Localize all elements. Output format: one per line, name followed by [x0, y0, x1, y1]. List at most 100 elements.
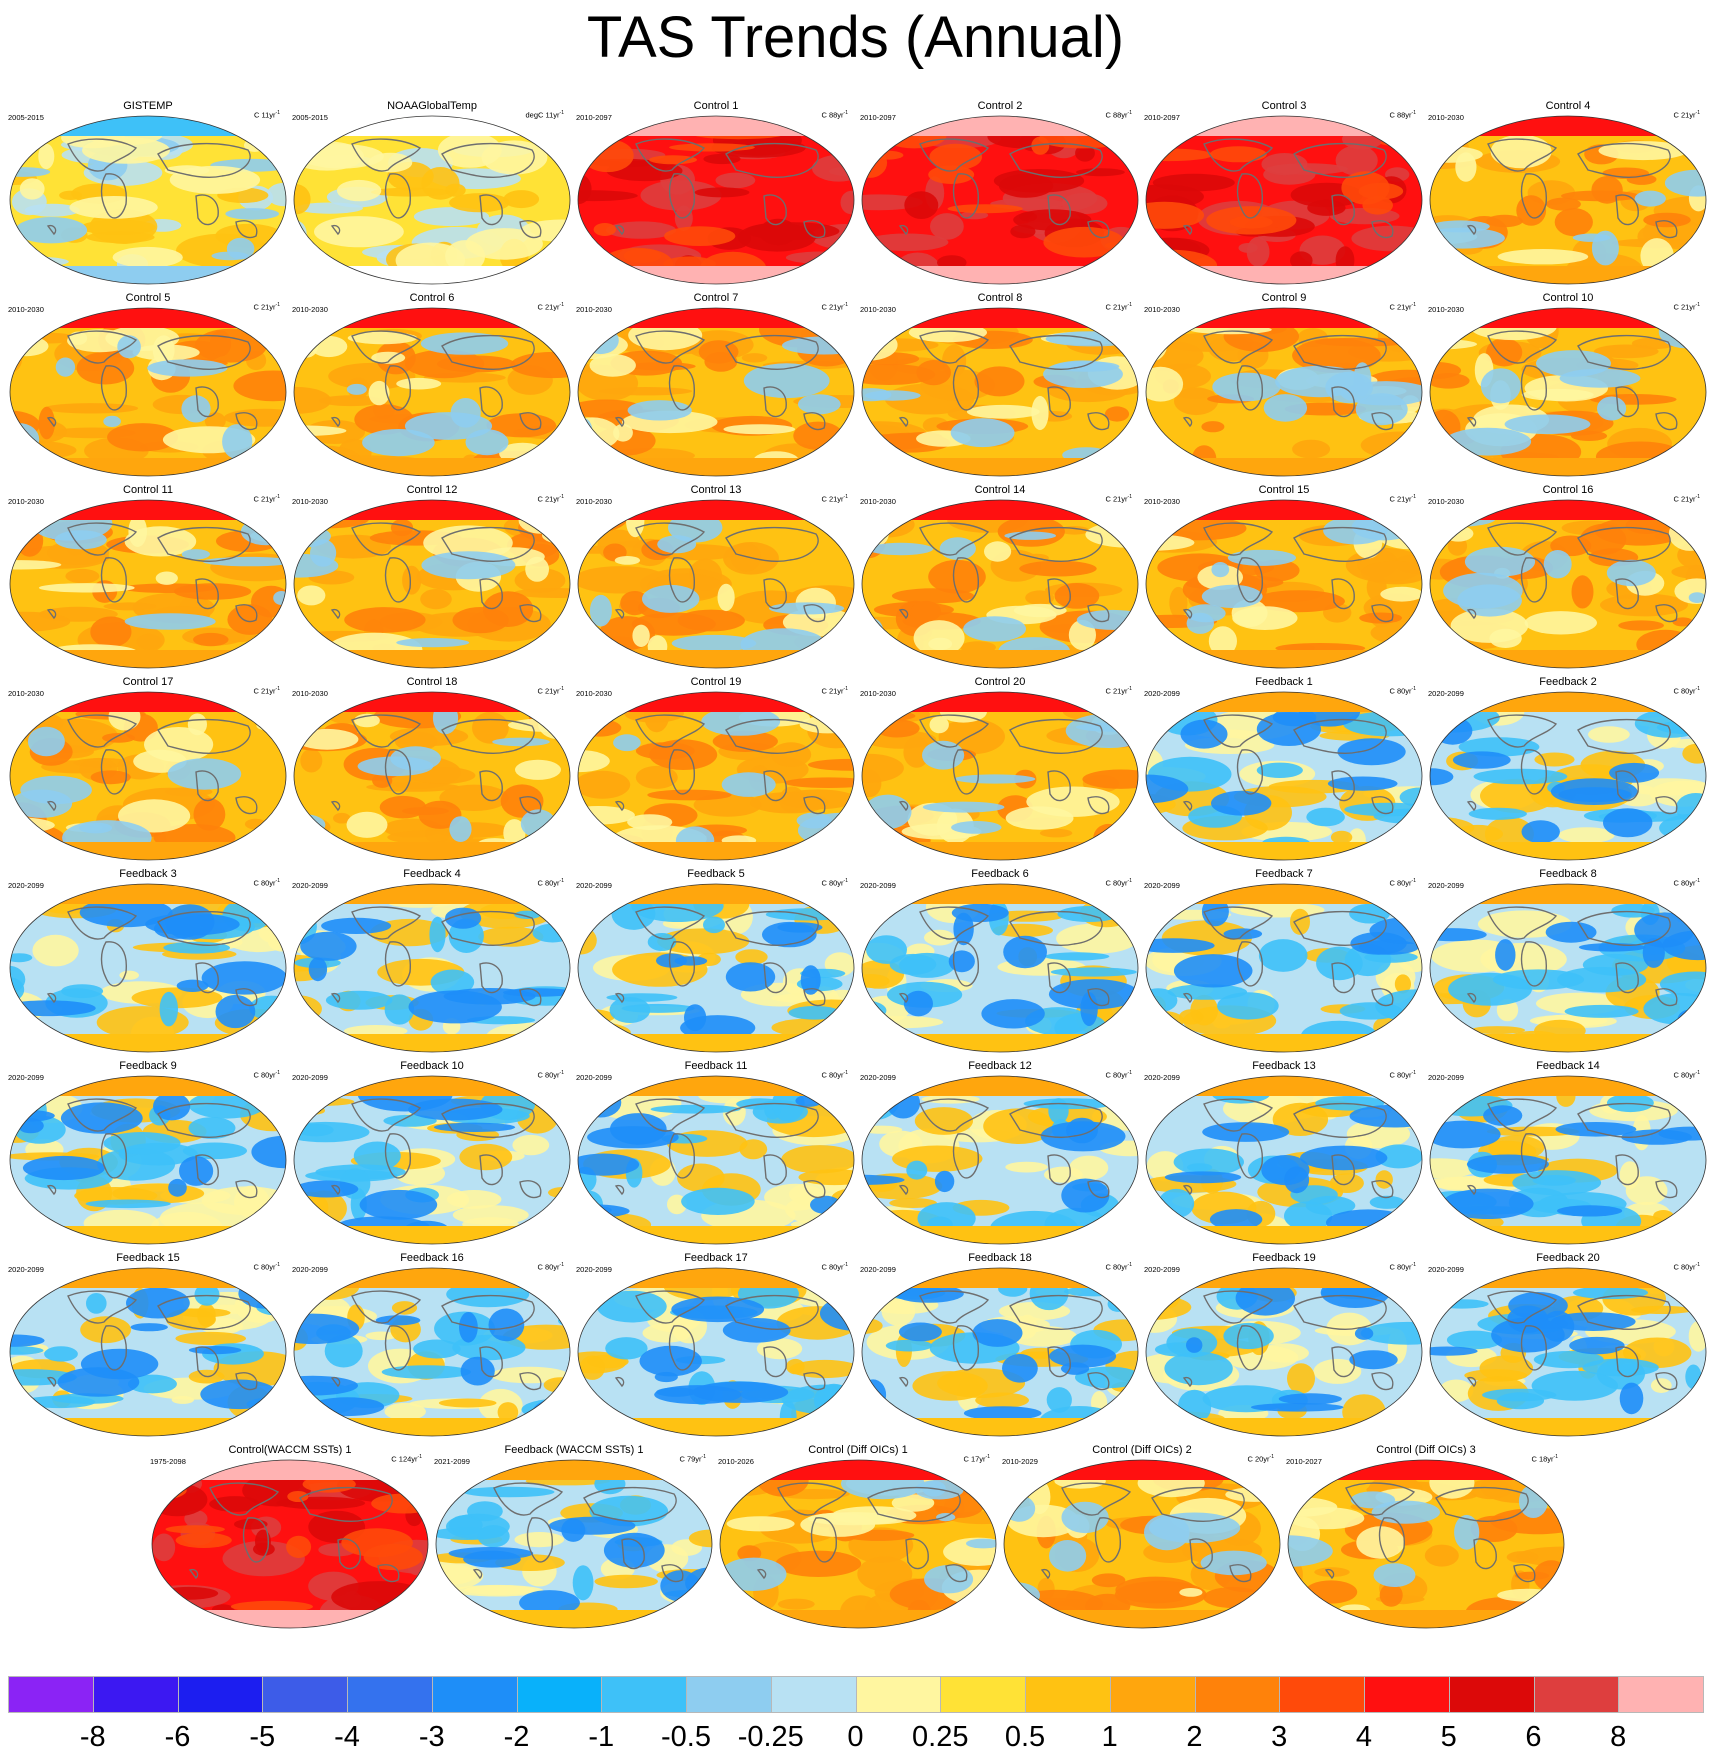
coastline — [242, 1517, 269, 1563]
trend-region — [947, 204, 1023, 214]
antarctic-band — [10, 1418, 286, 1436]
coastline — [919, 906, 990, 940]
map-border — [293, 115, 571, 285]
map-panel: Control 13 2010-2030 C 21yr-1 — [576, 484, 856, 674]
robinson-map — [293, 883, 571, 1053]
trend-region — [903, 736, 930, 768]
trend-region — [1631, 1305, 1693, 1314]
trend-region — [623, 248, 662, 264]
trend-region — [127, 1374, 177, 1394]
coastline — [46, 608, 57, 620]
panel-title: Feedback 5 — [687, 868, 745, 880]
panel-period: 2010-2030 — [292, 305, 328, 314]
coastline — [157, 1294, 251, 1331]
trend-region — [449, 816, 472, 842]
trend-region — [1278, 1393, 1342, 1405]
antarctic-band — [862, 1418, 1138, 1436]
panel-title: Control (Diff OICs) 2 — [1092, 1444, 1192, 1456]
antarctic-band — [294, 842, 570, 860]
coastline — [1487, 906, 1558, 940]
panel-period: 2010-2030 — [292, 497, 328, 506]
panel-units-text: C 80yr — [821, 1070, 844, 1080]
trend-region — [296, 728, 359, 750]
coastline — [1615, 962, 1639, 994]
trend-region — [1046, 1387, 1072, 1413]
panel-units: C 21yr-1 — [1105, 686, 1132, 696]
panel-units: C 21yr-1 — [253, 302, 280, 312]
trend-region — [777, 1598, 815, 1610]
coastline — [1466, 1184, 1477, 1196]
arctic-band — [10, 1076, 286, 1096]
map-border — [9, 1075, 287, 1245]
trend-region — [578, 530, 604, 540]
antarctic-band — [1146, 1034, 1422, 1052]
trend-region — [10, 1369, 77, 1386]
coastline — [384, 557, 411, 603]
trend-region — [578, 1153, 640, 1176]
trend-region — [300, 931, 357, 961]
panel-units-exponent: -1 — [843, 1262, 848, 1268]
trend-region — [430, 969, 475, 996]
trend-region — [1306, 807, 1345, 827]
map-panel: Control 18 2010-2030 C 21yr-1 — [292, 676, 572, 866]
panel-units-text: C 80yr — [1673, 1262, 1696, 1272]
map-panel: Feedback 16 2020-2099 C 80yr-1 — [292, 1252, 572, 1442]
coastline — [67, 522, 138, 556]
trend-region — [771, 1018, 840, 1037]
trend-region — [533, 1211, 562, 1237]
trend-region — [1004, 1495, 1036, 1522]
trend-region — [1005, 806, 1074, 830]
coastline — [763, 386, 787, 418]
trend-region — [606, 221, 677, 239]
trend-region — [23, 1395, 96, 1409]
trend-region — [171, 1395, 194, 1404]
trend-region — [1164, 1351, 1233, 1386]
trend-region — [635, 765, 678, 789]
trend-region — [711, 137, 806, 158]
coastline — [621, 1538, 645, 1570]
map-border — [1145, 691, 1423, 861]
panel-units-exponent: -1 — [843, 110, 848, 116]
trend-region — [1173, 1148, 1244, 1176]
robinson-map — [861, 1267, 1139, 1437]
trend-region — [1043, 226, 1125, 258]
trend-region — [226, 237, 255, 260]
trend-region — [175, 1331, 246, 1346]
trend-region — [1330, 830, 1353, 844]
trend-region — [777, 922, 823, 933]
panel-title: Control 4 — [1545, 100, 1591, 112]
trend-region — [886, 1087, 921, 1119]
trend-region — [745, 222, 840, 240]
coastline — [763, 194, 787, 226]
map-panel: Control(WACCM SSTs) 1 1975-2098 C 124yr-1 — [150, 1444, 430, 1634]
map-border — [1145, 1075, 1423, 1245]
panel-title: Feedback 17 — [684, 1252, 748, 1264]
coastline — [1577, 910, 1671, 947]
map-panel: Control 12 2010-2030 C 21yr-1 — [292, 484, 572, 674]
trend-region — [797, 394, 841, 415]
map-border — [1003, 1459, 1281, 1629]
trend-region — [344, 607, 426, 633]
trend-region — [1396, 1408, 1422, 1420]
coastline — [803, 604, 826, 623]
panel-units-text: C 80yr — [1105, 1070, 1128, 1080]
coastline — [583, 1486, 677, 1523]
coastline — [1331, 1346, 1355, 1378]
antarctic-band — [10, 1226, 286, 1244]
trend-region — [833, 1406, 854, 1423]
coastline — [952, 1133, 979, 1179]
map-border — [861, 307, 1139, 477]
coastline — [1087, 1180, 1110, 1199]
trend-region — [266, 182, 286, 207]
robinson-map — [293, 499, 571, 669]
trend-region — [660, 1570, 701, 1602]
panel-title: Feedback 16 — [400, 1252, 464, 1264]
coastline — [1655, 412, 1678, 431]
map-panel: Control 1 2010-2097 C 88yr-1 — [576, 100, 856, 290]
panel-units-text: C 21yr — [1105, 494, 1128, 504]
trend-region — [1290, 251, 1313, 270]
trend-region — [105, 325, 180, 351]
coastline — [1293, 1102, 1387, 1139]
panel-units-exponent: -1 — [1411, 1070, 1416, 1076]
coastline — [100, 1133, 127, 1179]
